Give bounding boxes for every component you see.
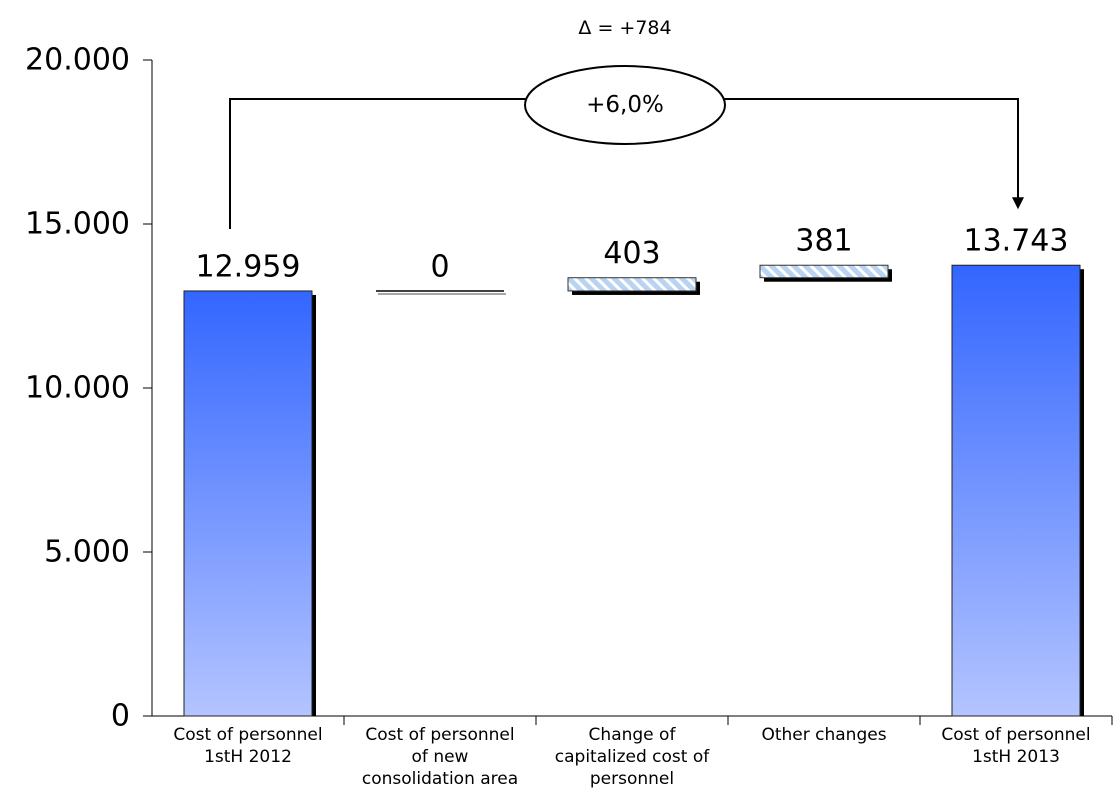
bar-data-label: 12.959 — [196, 249, 301, 284]
bar-delta — [759, 264, 889, 279]
bar-data-label: 381 — [795, 224, 852, 259]
y-tick-label: 15.000 — [25, 207, 130, 242]
y-tick-label: 5.000 — [44, 535, 130, 570]
x-category-label: Change of capitalized cost of personnel — [554, 725, 710, 789]
percent-ellipse — [524, 65, 726, 145]
bars — [183, 264, 1084, 717]
delta-annotation: +6,0% Δ = +784 — [229, 17, 1024, 229]
data-labels: 12.959 0 403 381 13.743 — [196, 224, 1069, 285]
delta-value-label: Δ = +784 — [578, 17, 671, 39]
bar-total — [183, 290, 313, 717]
x-category-label: Cost of personnel of new consolidation a… — [361, 725, 519, 789]
percent-change-label: +6,0% — [586, 92, 664, 118]
bar-data-label: 13.743 — [964, 224, 1069, 259]
x-category-label: Other changes — [761, 725, 887, 745]
y-tick-label: 0 — [111, 699, 130, 734]
bar-data-label: 0 — [430, 249, 449, 284]
y-tick-label: 20.000 — [25, 43, 130, 78]
x-category-label: Cost of personnel 1stH 2012 — [173, 725, 323, 767]
axes: 0 5.000 10.000 15.000 20.000 — [25, 43, 1113, 734]
x-category-label: Cost of personnel 1stH 2013 — [941, 725, 1091, 767]
y-tick-label: 10.000 — [25, 371, 130, 406]
bar-total — [951, 264, 1081, 717]
bar-data-label: 403 — [603, 236, 660, 271]
bar-delta — [567, 277, 697, 292]
delta-arrow-head — [1012, 197, 1024, 210]
